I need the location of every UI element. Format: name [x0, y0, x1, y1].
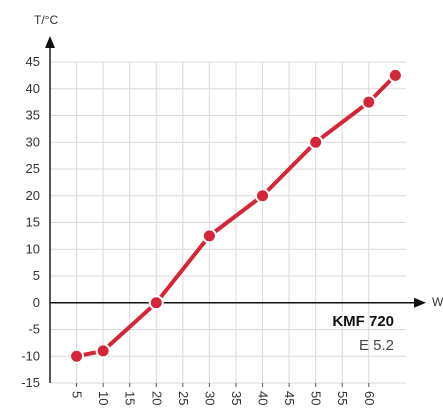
data-point	[201, 228, 217, 244]
x-tick-label: 5	[70, 391, 85, 398]
x-tick-label: 25	[176, 391, 191, 405]
axes	[45, 36, 426, 387]
x-tick-label: 20	[149, 391, 164, 405]
y-tick-label: 0	[33, 295, 40, 310]
annotations: T/°C W KMF 720 E 5.2	[34, 13, 443, 354]
x-tick-label: 50	[309, 391, 324, 405]
x-tick-label: 30	[202, 391, 217, 405]
y-tick-label: -5	[28, 322, 40, 337]
variant-label: E 5.2	[359, 337, 394, 354]
x-axis-arrow	[414, 297, 426, 308]
tick-labels: -15 -10 -5 0 5 10 15 20 25 30 35 40 45 5 10 15 20 25 30 35 4…	[21, 54, 377, 405]
y-tick-label: 35	[26, 108, 40, 123]
x-tick-label: 40	[256, 391, 271, 405]
data-point	[255, 188, 271, 204]
y-tick-label: 20	[26, 188, 40, 203]
y-axis-arrow	[45, 36, 55, 48]
model-label: KMF 720	[332, 313, 394, 330]
y-axis-label: T/°C	[34, 13, 58, 27]
y-tick-label: 5	[33, 268, 40, 283]
data-point	[308, 134, 324, 150]
y-tick-label: 25	[26, 161, 40, 176]
x-tick-label: 60	[362, 391, 377, 405]
x-tick-label: 55	[335, 391, 350, 405]
x-axis-label: W	[432, 295, 443, 309]
data-point	[95, 343, 111, 359]
series	[69, 67, 403, 364]
data-point	[387, 67, 403, 83]
data-point	[361, 94, 377, 110]
x-tick-label: 15	[123, 391, 138, 405]
y-tick-label: -10	[21, 348, 40, 363]
x-tick-label: 10	[96, 391, 111, 405]
y-tick-label: 10	[26, 241, 40, 256]
x-tick-label: 35	[229, 391, 244, 405]
grid	[50, 61, 406, 384]
x-tick-label: 45	[282, 391, 297, 405]
y-tick-label: 40	[26, 81, 40, 96]
y-tick-label: 15	[26, 215, 40, 230]
y-tick-label: 30	[26, 134, 40, 149]
data-point	[69, 348, 85, 364]
y-tick-label: 45	[26, 54, 40, 69]
data-point	[148, 295, 164, 311]
y-tick-label: -15	[21, 375, 40, 390]
series-line	[74, 73, 398, 359]
